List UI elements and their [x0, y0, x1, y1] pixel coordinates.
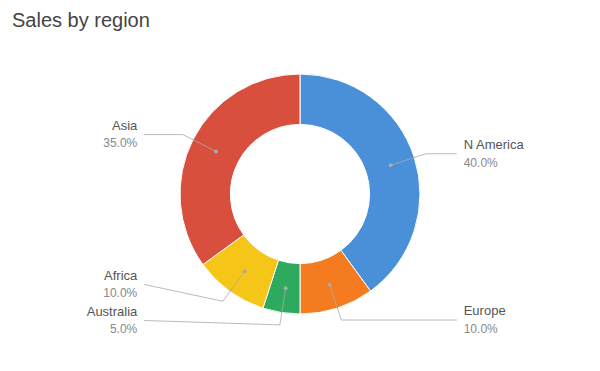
svg-text:10.0%: 10.0% — [103, 286, 137, 300]
svg-text:10.0%: 10.0% — [464, 322, 498, 336]
svg-text:Africa: Africa — [104, 268, 138, 283]
svg-text:40.0%: 40.0% — [464, 156, 498, 170]
svg-text:N America: N America — [464, 137, 525, 152]
svg-text:5.0%: 5.0% — [110, 322, 138, 336]
svg-text:Asia: Asia — [112, 118, 138, 133]
svg-text:35.0%: 35.0% — [103, 136, 137, 150]
html-text:Sales by region: Sales by region — [12, 9, 150, 31]
svg-text:Australia: Australia — [87, 304, 138, 319]
svg-text:Europe: Europe — [464, 303, 506, 318]
